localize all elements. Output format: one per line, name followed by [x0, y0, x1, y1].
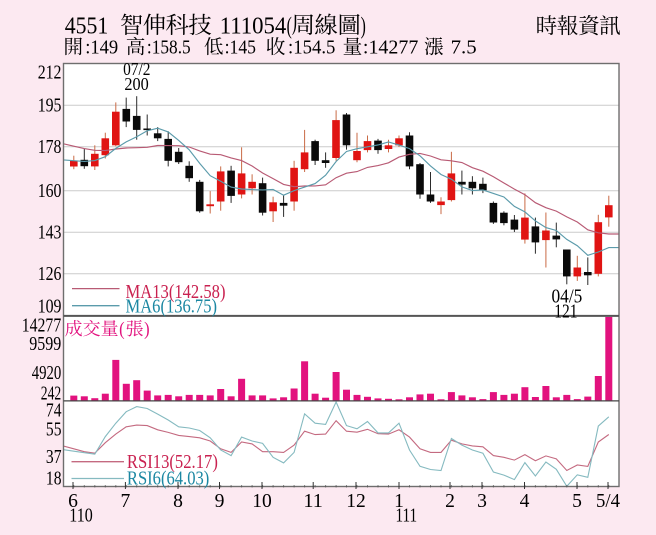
- svg-text::149: :149: [85, 38, 118, 59]
- svg-text:(: (: [287, 13, 292, 40]
- svg-text:4551: 4551: [65, 13, 109, 40]
- svg-text::158.5: :158.5: [147, 38, 191, 59]
- svg-text:5/4: 5/4: [596, 491, 620, 512]
- svg-text:212: 212: [38, 62, 62, 83]
- svg-text:9: 9: [215, 491, 225, 512]
- svg-text:74: 74: [46, 401, 62, 422]
- svg-text::14277: :14277: [363, 38, 419, 59]
- svg-text:111: 111: [395, 506, 417, 527]
- svg-text:1: 1: [394, 491, 404, 512]
- svg-text:RSI6(64.03): RSI6(64.03): [127, 468, 209, 489]
- svg-text:5: 5: [572, 491, 582, 512]
- svg-text:07/2: 07/2: [123, 59, 150, 79]
- svg-text:RSI13(52.17): RSI13(52.17): [127, 452, 218, 473]
- svg-text:4: 4: [520, 491, 530, 512]
- svg-text:): ): [361, 13, 366, 40]
- svg-text:2: 2: [445, 491, 455, 512]
- svg-text:242: 242: [41, 384, 61, 405]
- svg-text::145: :145: [225, 38, 256, 59]
- svg-text:4920: 4920: [32, 363, 62, 384]
- svg-text:14277: 14277: [22, 316, 62, 337]
- svg-text:11: 11: [303, 491, 323, 512]
- svg-text:10: 10: [252, 491, 272, 512]
- svg-text:109: 109: [38, 296, 62, 317]
- svg-text:178: 178: [38, 137, 62, 158]
- svg-text:200: 200: [124, 74, 148, 94]
- svg-text:55: 55: [46, 420, 62, 441]
- svg-text:110: 110: [69, 506, 92, 527]
- svg-text:MA6(136.75): MA6(136.75): [126, 296, 218, 317]
- svg-text:): ): [144, 320, 150, 340]
- svg-text:04/5: 04/5: [552, 287, 583, 308]
- svg-text:8: 8: [173, 491, 183, 512]
- svg-text:143: 143: [38, 223, 62, 244]
- svg-text:195: 195: [38, 96, 62, 117]
- svg-text:18: 18: [46, 468, 62, 489]
- svg-text:9599: 9599: [29, 334, 61, 355]
- svg-text:7.5: 7.5: [451, 38, 477, 59]
- svg-text:126: 126: [38, 264, 62, 285]
- svg-text:37: 37: [46, 447, 62, 468]
- svg-text:121: 121: [554, 302, 577, 323]
- svg-text:MA13(142.58): MA13(142.58): [126, 282, 226, 303]
- svg-text:160: 160: [38, 181, 62, 202]
- svg-text::154.5: :154.5: [288, 38, 335, 59]
- svg-text:(: (: [119, 320, 125, 340]
- svg-text:6: 6: [68, 491, 78, 512]
- svg-text:111054: 111054: [220, 13, 287, 40]
- svg-text:3: 3: [477, 491, 487, 512]
- svg-text:12: 12: [346, 491, 366, 512]
- svg-text:7: 7: [121, 491, 131, 512]
